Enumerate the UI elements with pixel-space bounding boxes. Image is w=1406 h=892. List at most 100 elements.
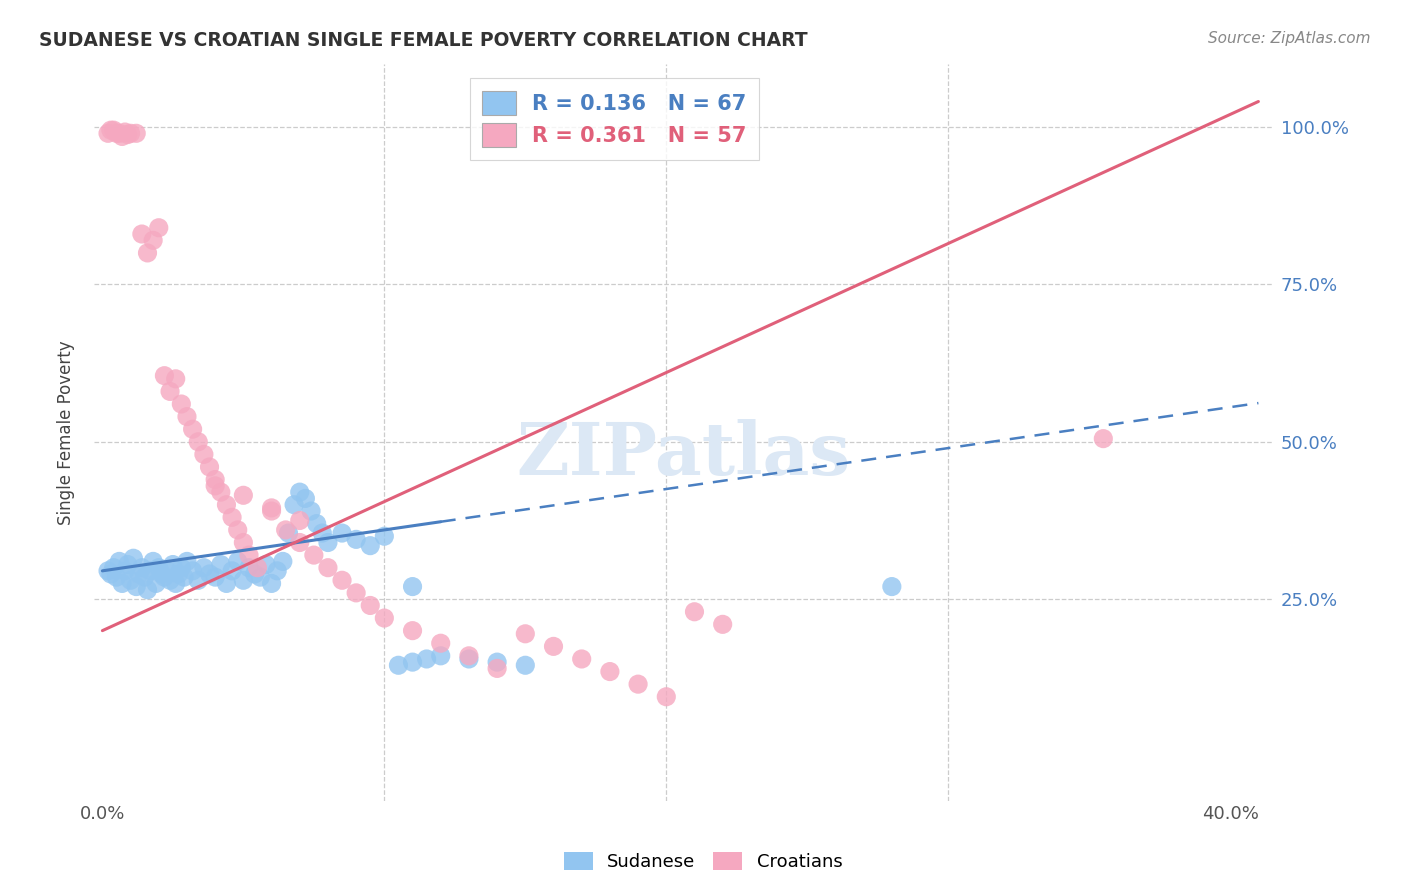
Point xyxy=(401,580,423,594)
Point xyxy=(215,498,238,512)
Point xyxy=(131,227,153,241)
Text: Source: ZipAtlas.com: Source: ZipAtlas.com xyxy=(1208,31,1371,46)
Point xyxy=(165,576,187,591)
Point xyxy=(294,491,316,506)
Point xyxy=(120,574,142,588)
Point xyxy=(302,548,325,562)
Point xyxy=(128,566,150,581)
Point xyxy=(344,586,367,600)
Point xyxy=(117,128,139,142)
Point xyxy=(260,576,283,591)
Point xyxy=(238,560,260,574)
Point xyxy=(159,574,181,588)
Point xyxy=(187,574,209,588)
Point xyxy=(150,566,173,581)
Point xyxy=(204,473,226,487)
Point xyxy=(243,566,266,581)
Point xyxy=(153,368,176,383)
Point xyxy=(711,617,734,632)
Point xyxy=(246,560,269,574)
Point xyxy=(373,529,395,543)
Point xyxy=(249,570,271,584)
Point xyxy=(311,526,333,541)
Point xyxy=(209,558,232,572)
Point xyxy=(209,485,232,500)
Point xyxy=(103,560,125,574)
Point xyxy=(148,220,170,235)
Point xyxy=(880,580,903,594)
Point xyxy=(226,523,249,537)
Point xyxy=(153,570,176,584)
Point xyxy=(181,422,204,436)
Point xyxy=(486,661,509,675)
Point xyxy=(221,510,243,524)
Point xyxy=(344,533,367,547)
Point xyxy=(181,564,204,578)
Point xyxy=(187,434,209,449)
Point xyxy=(170,397,193,411)
Point xyxy=(170,560,193,574)
Point xyxy=(159,384,181,399)
Point xyxy=(271,554,294,568)
Point xyxy=(204,479,226,493)
Point xyxy=(283,498,305,512)
Point xyxy=(316,535,339,549)
Point xyxy=(515,627,537,641)
Point xyxy=(274,523,297,537)
Point xyxy=(142,554,165,568)
Point xyxy=(165,372,187,386)
Point xyxy=(627,677,650,691)
Point xyxy=(176,409,198,424)
Point xyxy=(221,564,243,578)
Point xyxy=(198,460,221,475)
Point xyxy=(226,554,249,568)
Point xyxy=(103,123,125,137)
Point xyxy=(120,126,142,140)
Point xyxy=(359,539,381,553)
Point xyxy=(288,485,311,500)
Point xyxy=(100,123,122,137)
Point xyxy=(117,558,139,572)
Point xyxy=(260,500,283,515)
Point xyxy=(260,504,283,518)
Point xyxy=(148,560,170,574)
Point xyxy=(571,652,593,666)
Point xyxy=(162,558,184,572)
Point xyxy=(515,658,537,673)
Point xyxy=(266,564,288,578)
Point xyxy=(543,640,565,654)
Point xyxy=(173,570,195,584)
Legend: R = 0.136   N = 67, R = 0.361   N = 57: R = 0.136 N = 67, R = 0.361 N = 57 xyxy=(470,78,759,160)
Point xyxy=(429,636,451,650)
Point xyxy=(254,558,277,572)
Point xyxy=(142,233,165,247)
Point xyxy=(167,566,190,581)
Point xyxy=(373,611,395,625)
Point xyxy=(97,564,120,578)
Point xyxy=(122,551,145,566)
Point xyxy=(105,570,128,584)
Point xyxy=(232,488,254,502)
Point xyxy=(100,566,122,581)
Point xyxy=(204,570,226,584)
Point xyxy=(655,690,678,704)
Point xyxy=(277,526,299,541)
Point xyxy=(134,570,156,584)
Point xyxy=(486,655,509,669)
Point xyxy=(232,574,254,588)
Point xyxy=(288,513,311,527)
Point xyxy=(299,504,322,518)
Point xyxy=(136,246,159,260)
Point xyxy=(145,576,167,591)
Point xyxy=(176,554,198,568)
Point xyxy=(193,560,215,574)
Point xyxy=(401,655,423,669)
Point xyxy=(193,447,215,461)
Point xyxy=(305,516,328,531)
Point xyxy=(316,560,339,574)
Legend: Sudanese, Croatians: Sudanese, Croatians xyxy=(557,845,849,879)
Point xyxy=(288,535,311,549)
Point xyxy=(387,658,409,673)
Point xyxy=(330,574,353,588)
Point xyxy=(401,624,423,638)
